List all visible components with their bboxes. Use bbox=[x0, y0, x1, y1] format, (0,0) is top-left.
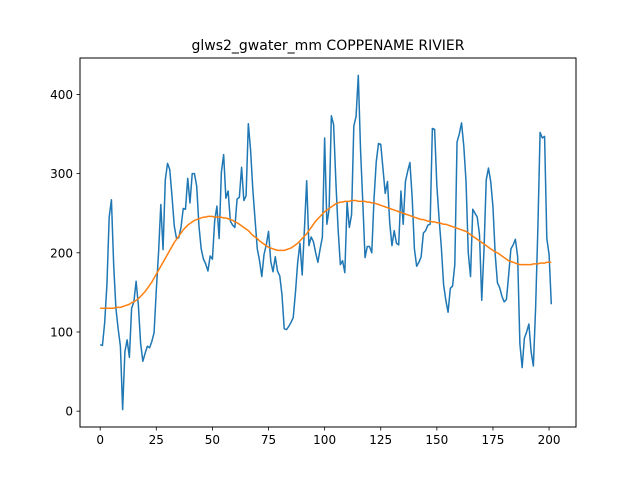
x-tick-label: 25 bbox=[149, 433, 164, 447]
y-tick-label: 300 bbox=[50, 167, 73, 181]
series-line-1 bbox=[99, 74, 553, 411]
y-tick-label: 400 bbox=[50, 88, 73, 102]
plot-frame bbox=[79, 57, 577, 428]
x-tick-label: 200 bbox=[538, 433, 561, 447]
x-tick-label: 125 bbox=[369, 433, 392, 447]
y-tick-label: 100 bbox=[50, 325, 73, 339]
plot-area bbox=[99, 74, 553, 411]
axes: 0 25 50 75 100 125 150 175 200 0 100 200 300 400 bbox=[50, 88, 560, 447]
x-tick-label: 150 bbox=[425, 433, 448, 447]
x-tick-label: 50 bbox=[205, 433, 220, 447]
x-tick-label: 75 bbox=[261, 433, 276, 447]
y-tick-label: 200 bbox=[50, 246, 73, 260]
y-tick-label: 0 bbox=[65, 405, 73, 419]
chart-title: glws2_gwater_mm COPPENAME RIVIER bbox=[191, 38, 464, 54]
x-tick-label: 100 bbox=[313, 433, 336, 447]
series-line-2 bbox=[100, 199, 552, 309]
x-tick-label: 175 bbox=[482, 433, 505, 447]
x-tick-label: 0 bbox=[96, 433, 104, 447]
